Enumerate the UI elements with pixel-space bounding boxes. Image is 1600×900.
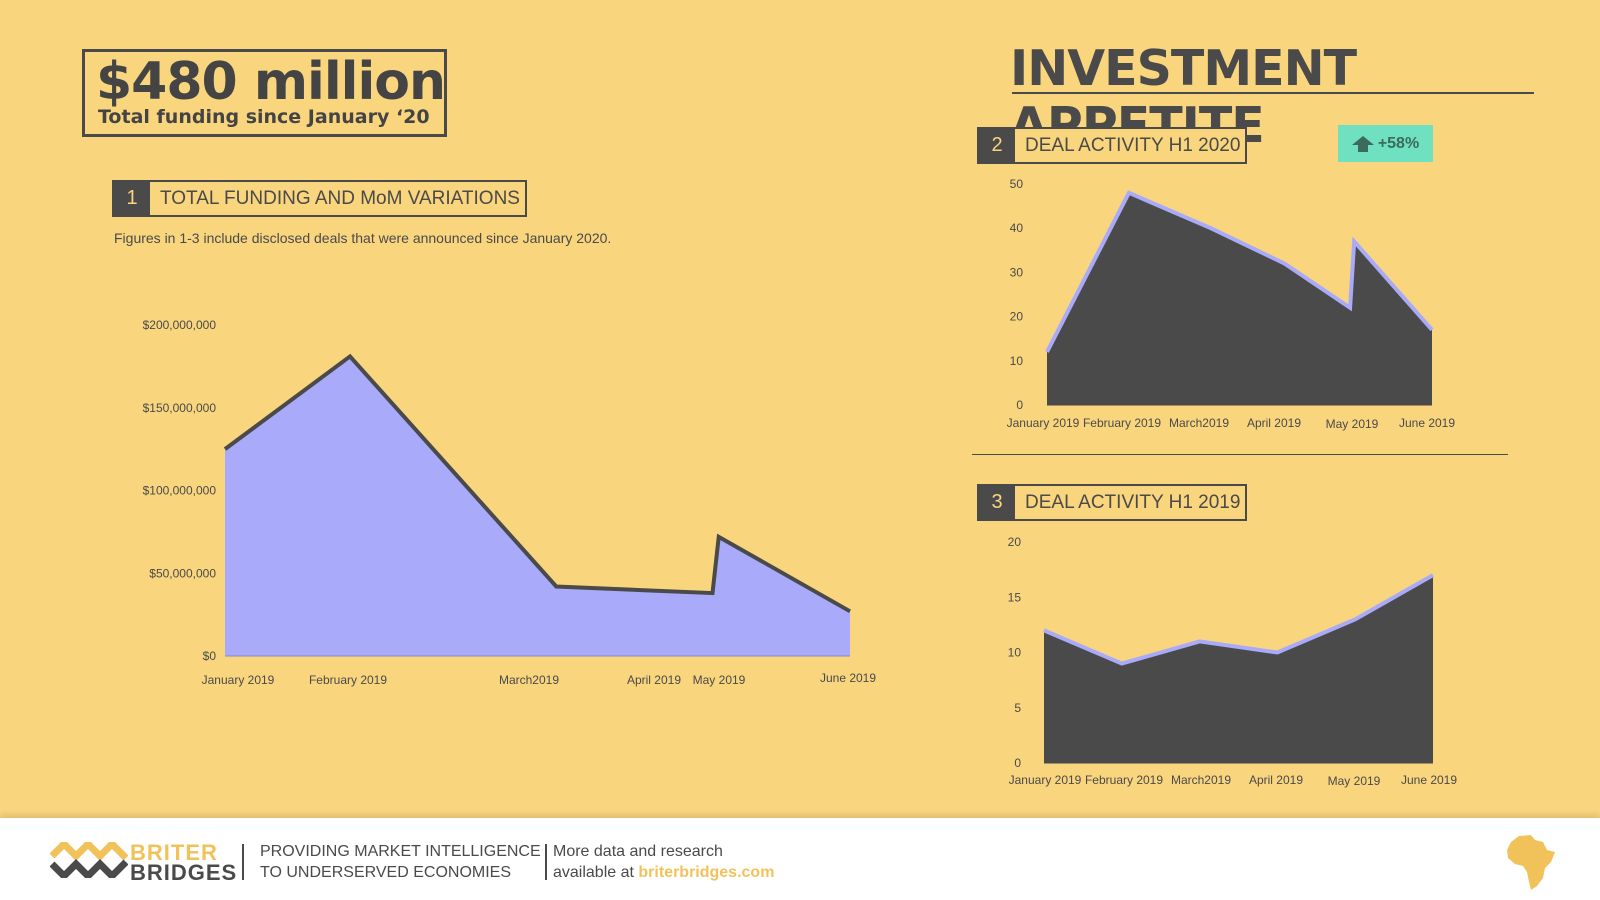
section-label-1: 1 TOTAL FUNDING AND MoM VARIATIONS <box>112 180 527 217</box>
chart-deal-activity-2020: 0 10 20 30 40 50 January 2019 February 2019 Marc… <box>1007 177 1456 431</box>
headline-amount: $480 million <box>96 52 446 112</box>
section-title-3: DEAL ACTIVITY H1 2019 <box>1025 491 1241 513</box>
series-line <box>223 353 851 614</box>
section-divider <box>972 454 1508 455</box>
section-number-2: 2 <box>979 129 1015 162</box>
chart-deal-activity-2019: 0 5 10 15 20 January 2019 February 2019 March20… <box>1008 535 1458 788</box>
more-line1: More data and research <box>553 843 723 860</box>
x-tick-label: April 2019 <box>627 673 681 687</box>
area-fill <box>1047 192 1432 405</box>
x-tick-label: March2019 <box>1171 773 1231 787</box>
series-line <box>1043 573 1434 666</box>
x-tick-label: February 2019 <box>309 673 387 687</box>
footer-tagline: PROVIDING MARKET INTELLIGENCE TO UNDERSE… <box>260 841 541 883</box>
x-tick-label: January 2019 <box>202 673 275 687</box>
x-tick-label: June 2019 <box>1399 416 1455 430</box>
y-tick-label: $0 <box>203 649 217 663</box>
y-tick-label: $50,000,000 <box>149 566 216 580</box>
y-tick-label: 15 <box>1008 590 1022 604</box>
x-tick-label: May 2019 <box>1326 417 1379 431</box>
y-tick-label: $100,000,000 <box>143 484 217 498</box>
y-tick-label: 30 <box>1010 265 1024 279</box>
y-tick-label: 20 <box>1010 310 1024 324</box>
y-tick-label: 0 <box>1014 756 1021 770</box>
x-tick-label: March2019 <box>499 673 559 687</box>
tagline-line2: TO UNDERSERVED ECONOMIES <box>260 864 512 881</box>
x-tick-label: January 2019 <box>1009 773 1082 787</box>
more-line2: available at briterbridges.com <box>553 862 774 883</box>
section-number-1: 1 <box>114 182 150 215</box>
x-tick-label: April 2019 <box>1249 773 1303 787</box>
y-tick-label: 5 <box>1014 701 1021 715</box>
x-tick-label: February 2019 <box>1085 773 1163 787</box>
y-tick-label: 50 <box>1010 177 1024 191</box>
section-title-1: TOTAL FUNDING AND MoM VARIATIONS <box>160 187 520 209</box>
area-fill <box>1044 575 1433 763</box>
x-tick-label: March2019 <box>1169 416 1229 430</box>
y-tick-label: 0 <box>1016 398 1023 412</box>
section-label-2: 2 DEAL ACTIVITY H1 2020 <box>977 127 1247 164</box>
x-tick-label: February 2019 <box>1083 416 1161 430</box>
growth-badge-text: +58% <box>1377 134 1420 152</box>
up-arrow-icon <box>1351 135 1374 152</box>
y-tick-label: $200,000,000 <box>143 318 217 332</box>
growth-badge: +58% <box>1338 125 1433 162</box>
x-tick-label: May 2019 <box>693 673 746 687</box>
section-label-3: 3 DEAL ACTIVITY H1 2019 <box>977 484 1247 521</box>
brand-name-line2: BRIDGES <box>130 860 238 885</box>
section-number-3: 3 <box>979 486 1015 519</box>
footer <box>0 818 1600 900</box>
section-title-2: DEAL ACTIVITY H1 2020 <box>1025 134 1241 156</box>
footer-separator-2 <box>545 844 547 880</box>
x-tick-label: April 2019 <box>1247 416 1301 430</box>
y-tick-label: 10 <box>1008 646 1022 660</box>
footer-separator <box>242 844 244 880</box>
x-tick-label: June 2019 <box>1401 773 1457 787</box>
y-tick-label: 10 <box>1010 354 1024 368</box>
footer-more: More data and research available at brit… <box>553 841 774 883</box>
briter-bridges-logo-icon <box>50 842 128 878</box>
y-tick-label: 40 <box>1010 221 1024 235</box>
y-tick-label: 20 <box>1008 535 1022 549</box>
chart-total-funding: $0 $50,000,000 $100,000,000 $150,000,000 $20… <box>143 318 877 687</box>
x-tick-label: May 2019 <box>1328 774 1381 788</box>
headline-box <box>82 49 447 137</box>
title-underline <box>1012 92 1534 94</box>
headline-subtitle: Total funding since January ‘20 <box>98 106 430 128</box>
area-fill <box>225 356 850 656</box>
brand-name-line1: BRITER <box>130 840 218 865</box>
tagline-line1: PROVIDING MARKET INTELLIGENCE <box>260 843 541 860</box>
y-tick-label: $150,000,000 <box>143 401 217 415</box>
x-tick-label: January 2019 <box>1007 416 1080 430</box>
more-prefix: available at <box>553 864 639 881</box>
x-tick-label: June 2019 <box>820 671 876 685</box>
africa-map-icon <box>1507 835 1555 890</box>
charts-canvas: $0 $50,000,000 $100,000,000 $150,000,000 $20… <box>143 177 1458 788</box>
briterbridges-link[interactable]: briterbridges.com <box>638 864 775 881</box>
footnote: Figures in 1-3 include disclosed deals t… <box>114 230 612 246</box>
